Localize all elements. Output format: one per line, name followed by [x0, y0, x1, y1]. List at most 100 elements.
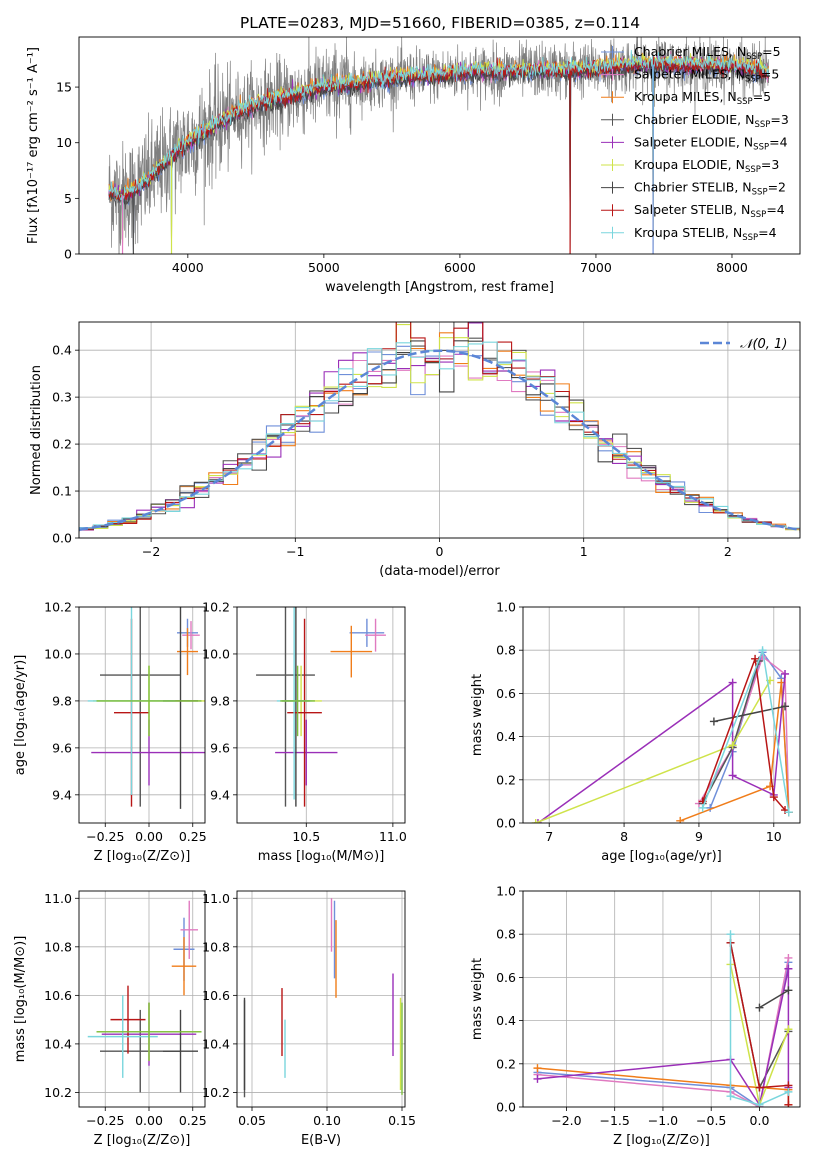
- axes-frame: [236, 890, 406, 1108]
- y-tick-label: 0: [64, 247, 72, 262]
- weight-marker: [728, 771, 737, 780]
- x-tick-label: 0.15: [388, 1113, 416, 1128]
- weight-marker: [784, 1087, 793, 1096]
- weight-marker: [758, 646, 767, 655]
- x-tick-label: −2: [142, 544, 160, 559]
- legend-entry: Chabrier MILES, NSSP=5: [634, 44, 781, 62]
- weight-marker: [755, 1100, 764, 1107]
- y-tick-label: 0.4: [496, 729, 516, 744]
- weight-marker: [531, 819, 540, 823]
- spectrum-panel: 4000 5000 6000 7000 8000 0 5 10 15 wavelength [An…: [26, 36, 801, 295]
- axes-frame: [78, 36, 801, 255]
- y-tick-label: 10.6: [44, 988, 72, 1003]
- spectrum-lines: [108, 37, 770, 254]
- x-tick-label: 5000: [308, 260, 340, 275]
- weight-marker: [769, 793, 778, 802]
- y-tick-label: 1.0: [496, 600, 516, 615]
- y-axis-label: mass weight: [470, 958, 485, 1040]
- x-tick-label: 11.0: [379, 829, 407, 844]
- x-tick-label: −2.0: [551, 1113, 581, 1128]
- y-tick-label: 0.2: [496, 1056, 516, 1071]
- legend-entry: 𝒩(0, 1): [740, 337, 787, 352]
- y-tick-label: 11.0: [44, 891, 72, 906]
- weight-marker: [784, 986, 793, 995]
- axes-frame: [522, 890, 801, 1108]
- residual-histogram: [79, 341, 800, 532]
- weight-marker: [784, 953, 793, 962]
- x-axis-label: E(B-V): [301, 1133, 341, 1148]
- y-tick-label: 10.2: [44, 1085, 72, 1100]
- x-tick-label: 2: [724, 544, 732, 559]
- axes-frame: [78, 606, 206, 824]
- y-tick-label: 9.4: [210, 787, 230, 802]
- error-bars: [256, 607, 386, 807]
- y-tick-label: 0.2: [496, 772, 516, 787]
- histograms: [79, 322, 800, 533]
- weight-marker: [755, 1003, 764, 1012]
- y-tick-label: 10.4: [202, 1036, 230, 1051]
- x-tick-label: 1: [580, 544, 588, 559]
- weight-vs-z-panel: −2.0 −1.5 −1.0 −0.5 0.0 0.0 0.2 0.4 0.6 0.8 1.0 Z […: [470, 884, 801, 1148]
- axes-frame: [522, 606, 801, 824]
- figure-title: PLATE=0283, MJD=51660, FIBERID=0385, z=0…: [240, 14, 640, 32]
- mass-vs-z-panel: −0.25 0.00 0.25 10.2 10.4 10.6 10.8 11.0 Z [log₁…: [13, 890, 207, 1148]
- weight-line: [729, 934, 789, 1106]
- weight-line: [537, 957, 790, 1107]
- model-spectrum-line: [108, 49, 770, 254]
- age-vs-mass-panel: 10.5 11.0 9.4 9.6 9.8 10.0 10.2 mass [log₁₀(M/M…: [202, 600, 407, 865]
- legend-entry: Kroupa MILES, NSSP=5: [634, 89, 771, 107]
- y-tick-label: 11.0: [202, 891, 230, 906]
- x-axis-label: wavelength [Angstrom, rest frame]: [325, 280, 554, 295]
- x-tick-label: 0: [436, 544, 444, 559]
- x-tick-label: 0.05: [238, 1113, 266, 1128]
- x-axis-label: (data-model)/error: [379, 564, 500, 579]
- weight-line: [713, 705, 786, 723]
- y-tick-label: 5: [64, 191, 72, 206]
- y-tick-label: 10: [56, 135, 72, 150]
- weight-marker: [676, 816, 685, 823]
- x-axis-label: Z [log₁₀(Z/Z⊙)]: [94, 849, 191, 864]
- weight-marker: [784, 964, 793, 973]
- weight-vs-age-panel: 7 8 9 10 0.0 0.2 0.4 0.6 0.8 1.0 age [log₁₀(age/yr…: [470, 600, 801, 864]
- y-tick-label: 10.2: [44, 600, 72, 615]
- weight-marker: [784, 1100, 793, 1107]
- legend-entry: Chabrier ELODIE, NSSP=3: [634, 112, 789, 130]
- y-tick-label: 10.4: [44, 1036, 72, 1051]
- y-tick-label: 0.3: [52, 390, 72, 405]
- weight-lines: [531, 646, 793, 823]
- x-axis-label: Z [log₁₀(Z/Z⊙)]: [613, 1133, 710, 1148]
- weight-line: [709, 650, 790, 813]
- y-tick-label: 9.8: [210, 693, 230, 708]
- y-axis-label: mass weight: [470, 674, 485, 756]
- age-vs-z-panel: −0.25 0.00 0.25 9.4 9.6 9.8 10.0 10.2 Z [log₁₀(Z…: [13, 600, 207, 865]
- x-tick-label: 0.00: [135, 829, 163, 844]
- weight-marker: [726, 930, 735, 939]
- y-tick-label: 10.8: [44, 939, 72, 954]
- x-tick-label: 4000: [172, 260, 204, 275]
- weight-marker: [533, 819, 542, 823]
- y-tick-label: 9.6: [52, 740, 72, 755]
- spectrum-legend: Chabrier MILES, NSSP=5 Salpeter MILES, NS…: [601, 44, 789, 243]
- weight-marker: [728, 741, 737, 750]
- axes-frame: [78, 321, 801, 539]
- y-axis-label: Normed distribution: [29, 365, 44, 495]
- legend-entry: Kroupa STELIB, NSSP=4: [634, 225, 777, 243]
- legend-entry: Salpeter ELODIE, NSSP=4: [634, 134, 788, 152]
- x-axis-label: mass [log₁₀(M/M⊙)]: [258, 849, 385, 864]
- weight-marker: [784, 808, 793, 817]
- axes-frame: [78, 890, 206, 1108]
- x-tick-label: −0.5: [696, 1113, 726, 1128]
- legend-entry: Chabrier STELIB, NSSP=2: [634, 180, 786, 198]
- x-tick-label: −1.0: [648, 1113, 678, 1128]
- y-tick-label: 10.0: [202, 646, 230, 661]
- y-tick-label: 0.6: [496, 686, 516, 701]
- y-axis-label: Flux [fλ10⁻¹⁷ erg cm⁻² s⁻¹ A⁻¹]: [26, 47, 41, 244]
- error-bars: [243, 898, 403, 1098]
- weight-marker: [784, 1025, 793, 1034]
- weight-marker: [709, 717, 718, 726]
- y-tick-label: 15: [56, 80, 72, 95]
- x-tick-label: 9: [695, 829, 703, 844]
- weight-marker: [755, 1083, 764, 1092]
